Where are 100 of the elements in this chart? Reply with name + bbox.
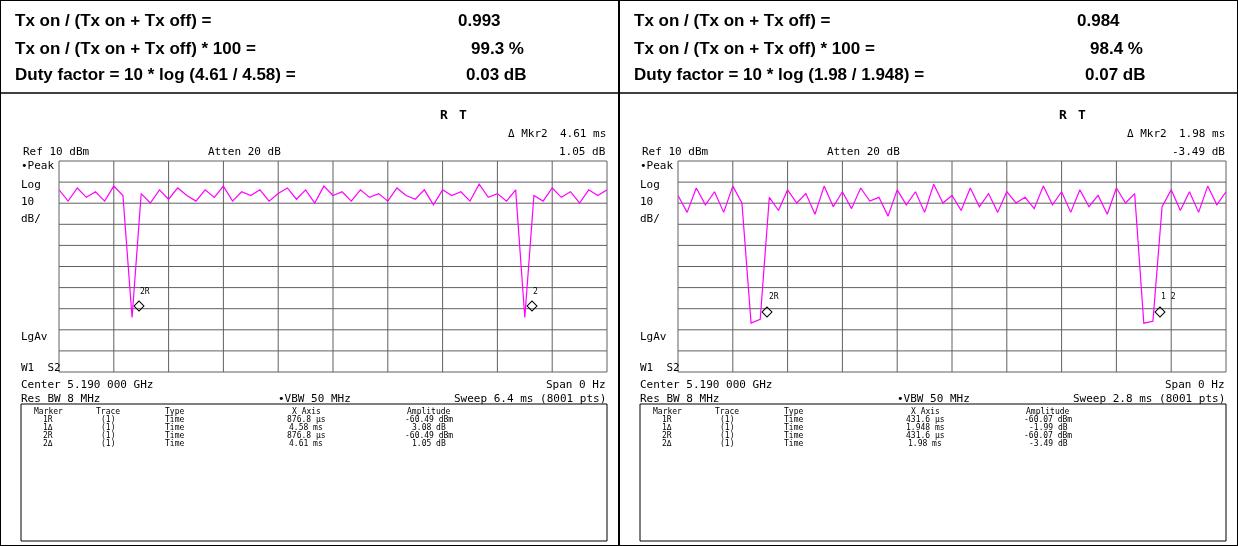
text: Type	[784, 407, 804, 416]
text: 4.61 ms	[560, 127, 607, 140]
text: 1.98 ms	[1179, 127, 1226, 140]
text: Trace	[96, 407, 121, 416]
text: (1)	[720, 431, 735, 440]
text: Sweep 2.8 ms (8001 pts)	[1073, 392, 1226, 405]
text: Time	[165, 415, 185, 424]
text: -60.07 dBm	[1024, 415, 1073, 424]
text: Span 0 Hz	[1165, 378, 1225, 391]
text: -60.49 dBm	[405, 431, 454, 440]
text: 3.08 dB	[412, 423, 446, 432]
text: Marker	[653, 407, 683, 416]
text: 1Δ	[43, 423, 53, 432]
text: Time	[784, 423, 804, 432]
text: (1)	[101, 423, 116, 432]
text: Marker	[34, 407, 64, 416]
text: -3.49 dB	[1029, 439, 1068, 448]
text: (1)	[101, 415, 116, 424]
annotation: W1 S2	[640, 361, 680, 374]
text: 1Δ	[662, 423, 672, 432]
text: 10	[640, 195, 654, 208]
text: (1)	[101, 439, 116, 448]
text: Duty factor = 10 * log (4.61 / 4.58) =	[15, 65, 296, 84]
text: 2R	[662, 431, 672, 440]
text: Tx on / (Tx on + Tx off) * 100 =	[15, 39, 256, 58]
text: (1)	[720, 439, 735, 448]
text: 0.993	[458, 11, 501, 30]
annotation: 1 2	[1161, 292, 1176, 301]
text: 1R	[43, 415, 53, 424]
text: dB/	[640, 212, 660, 225]
text: 431.6 µs	[906, 415, 945, 424]
text: Res BW 8 MHz	[21, 392, 101, 405]
text: dB/	[21, 212, 41, 225]
text: 4.58 ms	[289, 423, 323, 432]
text: T	[459, 107, 467, 122]
text: (1)	[720, 423, 735, 432]
text: Tx on / (Tx on + Tx off) * 100 =	[634, 39, 875, 58]
text: Time	[165, 439, 185, 448]
text: Atten 20 dB	[208, 145, 282, 158]
text: 2Δ	[43, 439, 53, 448]
text: Log	[640, 178, 660, 191]
text: -1.99 dB	[1029, 423, 1068, 432]
text: Duty factor = 10 * log (1.98 / 1.948) =	[634, 65, 925, 84]
annotation: 2R	[769, 292, 779, 301]
text: Ref 10 dBm	[23, 145, 90, 158]
text: Center 5.190 000 GHz	[640, 378, 773, 391]
text: LgAv	[21, 330, 48, 343]
text: 1.05 dB	[559, 145, 606, 158]
annotation: 2	[533, 287, 538, 296]
text: Time	[784, 439, 804, 448]
text: Δ Mkr2	[1127, 127, 1167, 140]
text: Trace	[715, 407, 740, 416]
annotation: 2R	[140, 287, 150, 296]
text: •Peak	[640, 159, 674, 172]
text: Time	[784, 431, 804, 440]
text: 4.61 ms	[289, 439, 323, 448]
text: 1.98 ms	[908, 439, 942, 448]
text: Time	[165, 431, 185, 440]
text: 431.6 µs	[906, 431, 945, 440]
text: 0.984	[1077, 11, 1121, 30]
text: -3.49 dB	[1172, 145, 1226, 158]
text: 0.07 dB	[1085, 65, 1146, 84]
text: Center 5.190 000 GHz	[21, 378, 154, 391]
text: 1.05 dB	[412, 439, 446, 448]
text: •VBW 50 MHz	[278, 392, 351, 405]
text: Type	[165, 407, 185, 416]
text: (1)	[720, 415, 735, 424]
text: Res BW 8 MHz	[640, 392, 720, 405]
text: R	[440, 107, 448, 122]
text: •Peak	[21, 159, 55, 172]
text: Atten 20 dB	[827, 145, 901, 158]
text: Time	[784, 415, 804, 424]
text: 876.8 µs	[287, 431, 326, 440]
text: R	[1059, 107, 1067, 122]
text: Log	[21, 178, 41, 191]
text: 0.03 dB	[466, 65, 527, 84]
text: 2Δ	[662, 439, 672, 448]
text: 2R	[43, 431, 53, 440]
text: Span 0 Hz	[546, 378, 606, 391]
text: Amplitude	[1026, 407, 1070, 416]
text: T	[1078, 107, 1086, 122]
text: 1R	[662, 415, 672, 424]
text: Ref 10 dBm	[642, 145, 709, 158]
text: Amplitude	[407, 407, 451, 416]
text: •VBW 50 MHz	[897, 392, 970, 405]
text: -60.07 dBm	[1024, 431, 1073, 440]
text: (1)	[101, 431, 116, 440]
annotation: W1 S2	[21, 361, 61, 374]
text: Time	[165, 423, 185, 432]
text: X Axis	[911, 407, 941, 416]
text: 98.4 %	[1090, 39, 1143, 58]
text: -60.49 dBm	[405, 415, 454, 424]
text: 876.8 µs	[287, 415, 326, 424]
text: Tx on / (Tx on + Tx off) =	[15, 11, 212, 30]
text: 1.948 ms	[906, 423, 945, 432]
text: Tx on / (Tx on + Tx off) =	[634, 11, 831, 30]
text: X Axis	[292, 407, 322, 416]
text: 99.3 %	[471, 39, 524, 58]
text: Sweep 6.4 ms (8001 pts)	[454, 392, 607, 405]
text: LgAv	[640, 330, 667, 343]
